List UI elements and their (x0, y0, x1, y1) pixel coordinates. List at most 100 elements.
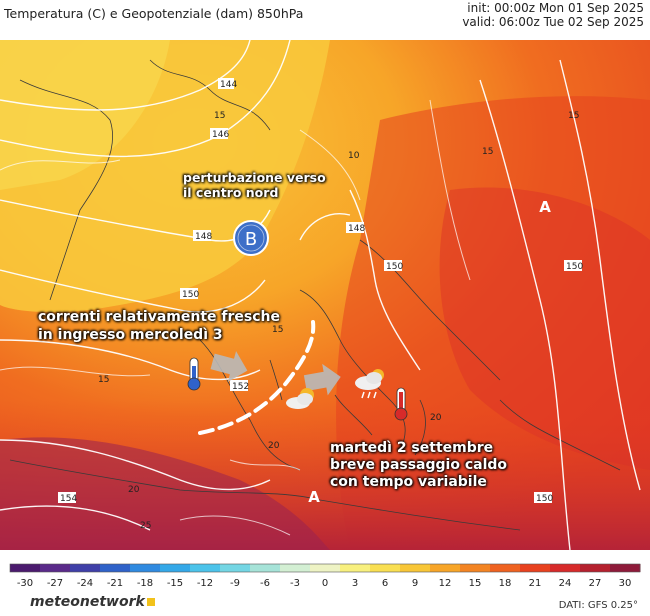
legend-tick: 27 (589, 578, 602, 589)
legend-tick: -6 (260, 578, 270, 589)
legend-tick: 6 (382, 578, 388, 589)
legend-swatch (400, 564, 431, 572)
perturbation-line1: perturbazione verso (183, 170, 326, 185)
legend-swatch (280, 564, 311, 572)
isotherms (0, 99, 471, 536)
brand-name: meteonetwork (30, 594, 145, 610)
geopotential-contours (0, 40, 641, 550)
low-label: B (245, 229, 257, 250)
temperature-legend: -30 -27 -24 -21 -18 -15 -12 -9 -6 -3 0 3 6 9 12 15 18 21 2… (0, 560, 650, 600)
legend-swatch (460, 564, 491, 572)
fresh-line1: correnti relativamente fresche (38, 309, 280, 325)
contour-label-154: 154 (58, 492, 77, 504)
legend-swatch (10, 564, 41, 572)
legend-swatch (340, 564, 371, 572)
arrow-icon-2 (303, 363, 341, 396)
perturbation-callout: perturbazione verso il centro nord (183, 170, 326, 200)
isotherm-label-20b: 20 (128, 485, 140, 495)
svg-text:150: 150 (386, 262, 403, 272)
legend-swatch (220, 564, 251, 572)
legend-swatch (550, 564, 581, 572)
map-canvas: 144 146 148 150 152 154 148 150 150 150 … (0, 40, 650, 550)
warmest-region (439, 187, 650, 470)
coastlines (9, 59, 621, 531)
legend-tick: -12 (197, 578, 213, 589)
brand-logo: meteonetwork (30, 594, 155, 610)
legend-tick: -24 (77, 578, 93, 589)
valid-time: valid: 06:00z Tue 02 Sep 2025 (462, 15, 644, 29)
legend-tick: 15 (469, 578, 482, 589)
legend-tick: -9 (230, 578, 240, 589)
legend-swatch (100, 564, 131, 572)
isotherm-label-15d: 15 (272, 325, 283, 335)
legend-swatch (40, 564, 71, 572)
partly-cloudy-icon (286, 388, 314, 409)
hot-thermometer-icon (394, 387, 408, 421)
svg-text:148: 148 (195, 232, 212, 242)
warm-line2: breve passaggio caldo (330, 457, 508, 473)
isotherm-label-15e: 15 (214, 111, 225, 121)
legend-bar: -30 -27 -24 -21 -18 -15 -12 -9 -6 -3 0 3 6 9 12 15 18 21 2… (9, 563, 641, 589)
cooler-region (0, 40, 170, 190)
data-source: DATI: GFS 0.25° (558, 600, 638, 611)
fresh-line2: in ingresso mercoledì 3 (38, 327, 223, 343)
high-label-east: A (539, 198, 551, 216)
legend-tick: 21 (529, 578, 542, 589)
contour-label-150b: 150 (384, 260, 403, 272)
svg-text:154: 154 (60, 494, 77, 504)
arrow-icon (210, 351, 248, 382)
legend-tick: -30 (17, 578, 33, 589)
isotherm-label-20: 20 (268, 441, 280, 451)
isotherm-label-15c: 15 (482, 147, 493, 157)
svg-text:148: 148 (348, 224, 365, 234)
legend-tick: -15 (167, 578, 183, 589)
svg-text:152: 152 (232, 382, 249, 392)
chart-title: Temperatura (C) e Geopotenziale (dam) 85… (4, 6, 304, 21)
legend-border (9, 563, 641, 573)
run-info: init: 00:00z Mon 01 Sep 2025 valid: 06:0… (462, 1, 644, 29)
legend-swatch (250, 564, 281, 572)
legend-tick: 3 (352, 578, 358, 589)
legend-swatch (370, 564, 401, 572)
contour-label-150: 150 (180, 288, 199, 300)
contour-label-150d: 150 (534, 492, 553, 504)
svg-text:150: 150 (536, 494, 553, 504)
warm-line1: martedì 2 settembre (330, 440, 494, 456)
fresh-currents-callout: correnti relativamente fresche in ingres… (38, 308, 280, 344)
isotherm-label-15: 15 (568, 111, 579, 121)
warm-passage-callout: martedì 2 settembre breve passaggio cald… (330, 440, 507, 491)
isotherm-label-15b: 15 (98, 375, 109, 385)
brand-square-icon (146, 598, 155, 606)
legend-tick: 18 (499, 578, 512, 589)
contour-labels: 144 146 148 150 152 154 148 150 150 150 … (58, 78, 583, 531)
legend-swatch (190, 564, 221, 572)
legend-tick: -18 (137, 578, 153, 589)
legend-swatch (310, 564, 341, 572)
legend-swatch (130, 564, 161, 572)
svg-text:150: 150 (182, 290, 199, 300)
isotherm-label-20c: 20 (430, 413, 442, 423)
svg-text:144: 144 (220, 80, 237, 90)
legend-swatch (520, 564, 551, 572)
contour-label-148: 148 (193, 230, 212, 242)
header: Temperatura (C) e Geopotenziale (dam) 85… (0, 0, 650, 40)
low-pressure-center: B (233, 220, 269, 256)
contour-label-150c: 150 (564, 260, 583, 272)
legend-tick: -3 (290, 578, 300, 589)
contour-label-148b: 148 (346, 222, 365, 234)
legend-swatch (70, 564, 101, 572)
svg-text:146: 146 (212, 130, 229, 140)
legend-tick: -21 (107, 578, 123, 589)
sahara-region (0, 437, 330, 550)
contour-label-152: 152 (230, 380, 249, 392)
legend-swatch (160, 564, 191, 572)
legend-swatch (580, 564, 611, 572)
rain-cloud-icon (355, 369, 384, 399)
legend-tick: 30 (619, 578, 632, 589)
contour-label-144: 144 (218, 78, 237, 90)
svg-text:150: 150 (566, 262, 583, 272)
legend-tick: 0 (322, 578, 328, 589)
legend-swatch (610, 564, 641, 572)
high-label-south: A (308, 488, 320, 506)
forecast-map: 144 146 148 150 152 154 148 150 150 150 … (0, 40, 650, 550)
